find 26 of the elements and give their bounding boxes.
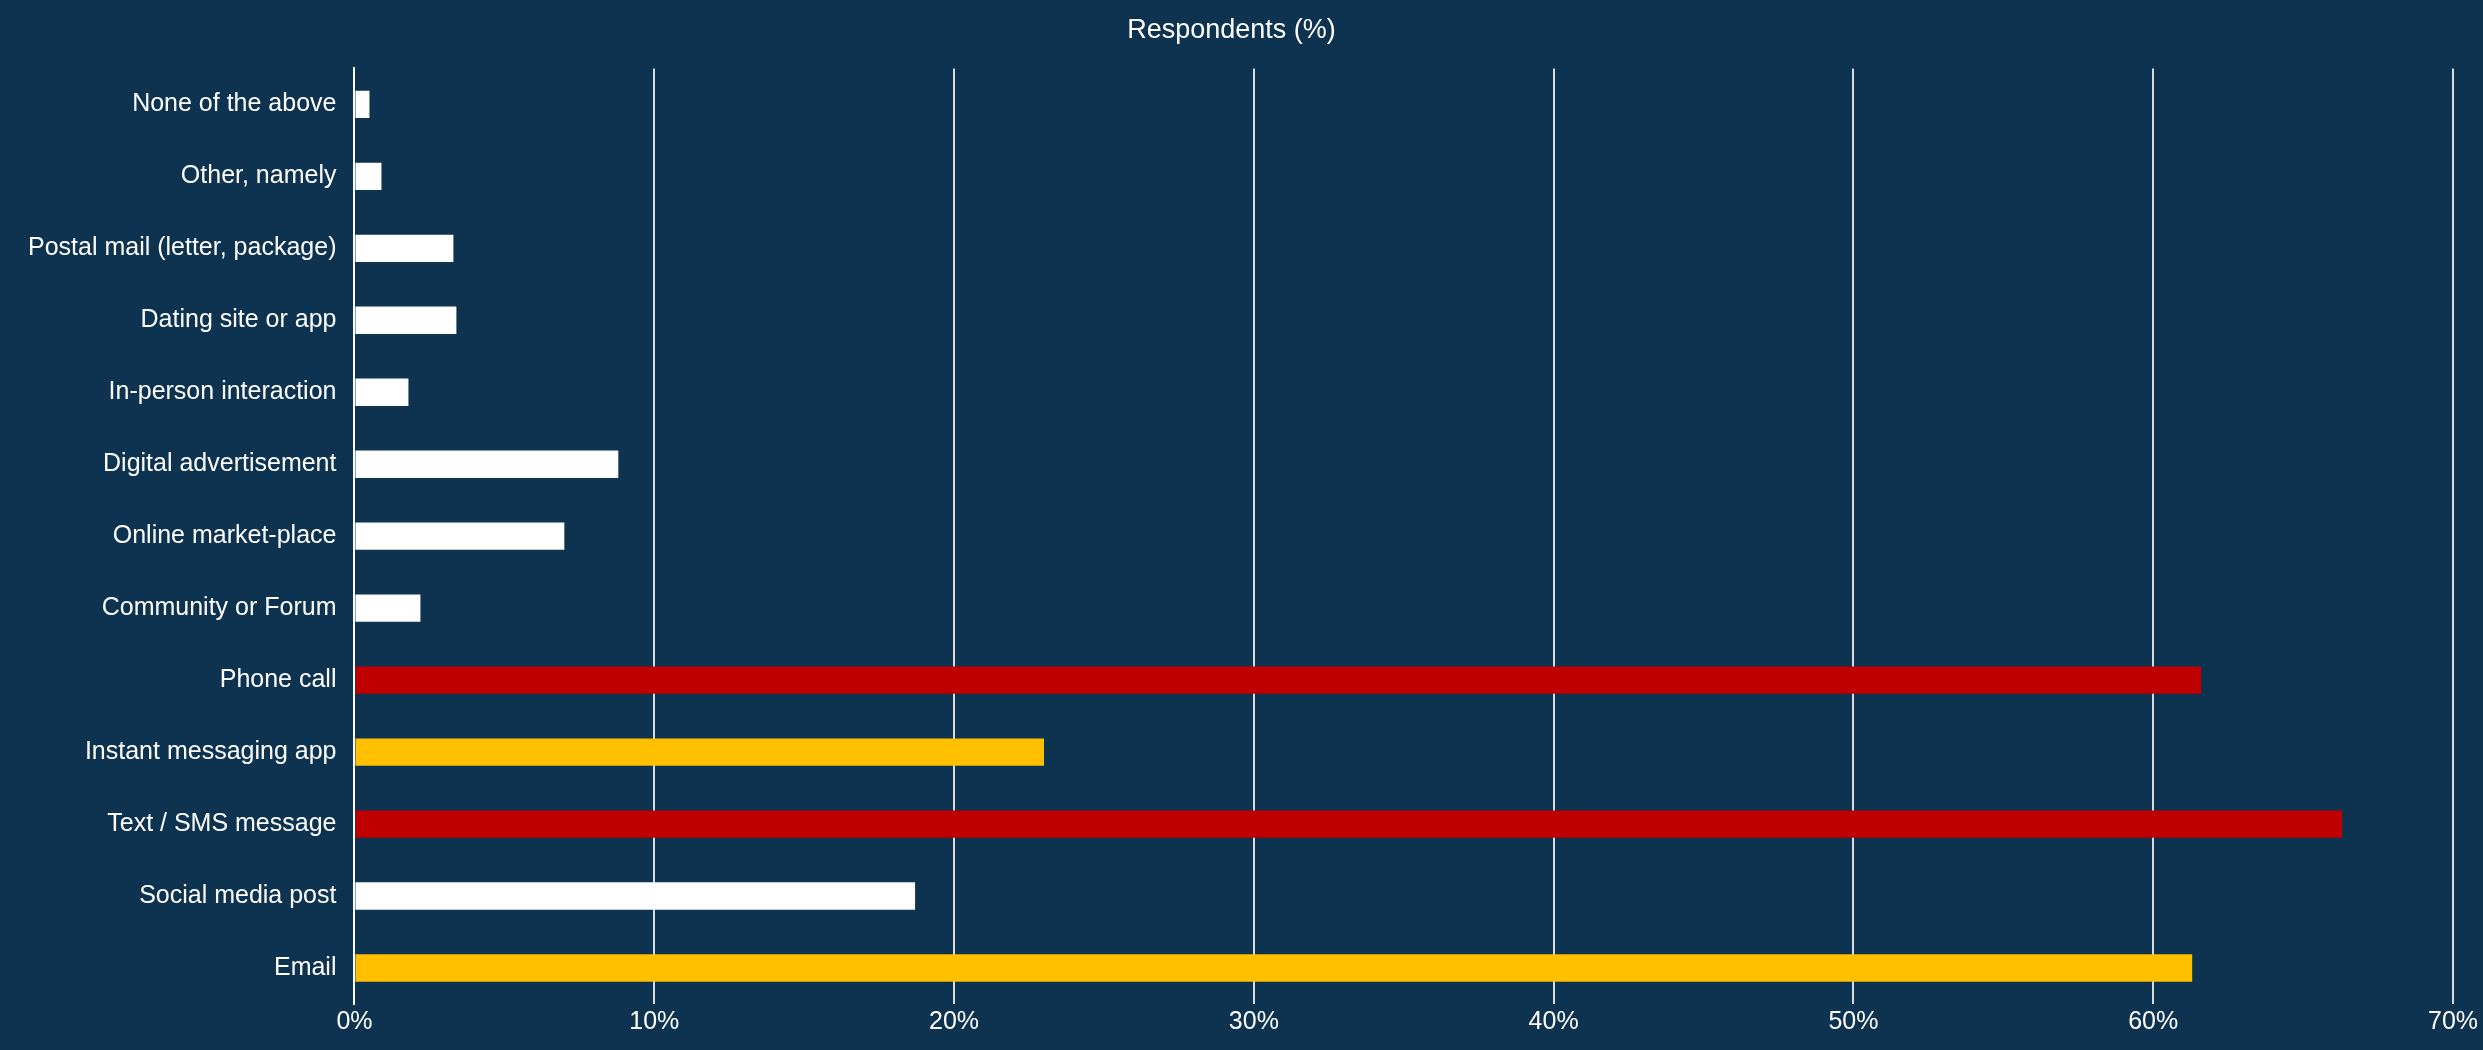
x-tick-label: 20% <box>929 1005 980 1034</box>
y-tick-label: None of the above <box>132 88 337 117</box>
y-tick-label: Dating site or app <box>140 304 337 333</box>
y-tick-label: Other, namely <box>180 160 337 189</box>
bar <box>355 666 2202 694</box>
y-tick-label: Instant messaging app <box>84 736 337 764</box>
y-tick-label: Community or Forum <box>101 592 337 621</box>
bar <box>355 738 1044 766</box>
y-tick-label: Digital advertisement <box>103 448 337 477</box>
y-tick-label: Social media post <box>139 879 337 908</box>
y-tick-label: Postal mail (letter, package) <box>27 232 337 261</box>
x-tick-label: 50% <box>1828 1005 1879 1034</box>
chart-title: Respondents (%) <box>1127 13 1336 44</box>
x-tick-label: 10% <box>629 1005 680 1034</box>
y-tick-label: Email <box>273 951 337 980</box>
y-tick-label: Phone call <box>219 664 337 693</box>
y-tick-label: Text / SMS message <box>107 807 337 836</box>
bar <box>355 954 2193 982</box>
y-tick-label: Online market-place <box>112 520 337 549</box>
x-tick-label: 0% <box>336 1005 373 1034</box>
x-tick-label: 30% <box>1228 1005 1279 1034</box>
x-tick-label: 40% <box>1528 1005 1579 1034</box>
x-tick-label: 60% <box>2128 1005 2179 1034</box>
x-tick-label: 70% <box>2427 1005 2479 1034</box>
y-tick-label: In-person interaction <box>108 376 337 405</box>
bar <box>355 810 2343 838</box>
